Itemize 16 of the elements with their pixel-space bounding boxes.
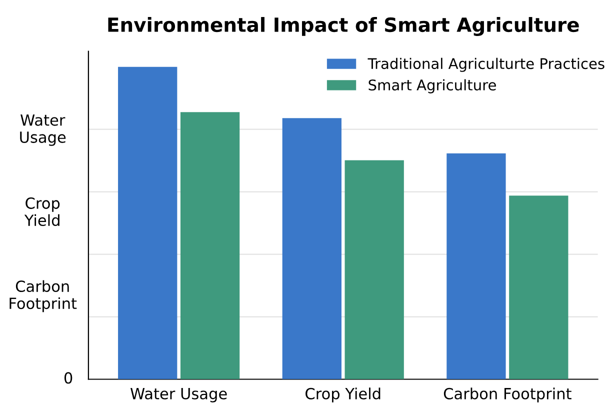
chart-title: Environmental Impact of Smart Agriculture bbox=[108, 17, 579, 36]
x-tick-label: Water Usage bbox=[130, 388, 227, 402]
text: 0 bbox=[64, 372, 72, 384]
x-tick-label: Carbon Footprint bbox=[444, 388, 572, 402]
bar bbox=[118, 66, 178, 380]
legend-label: Smart Agriculture bbox=[368, 79, 496, 94]
text: Water Usage bbox=[20, 114, 66, 146]
bar bbox=[282, 118, 342, 380]
text: Carbon Footprint bbox=[10, 280, 77, 312]
bar bbox=[509, 196, 568, 380]
bar bbox=[446, 153, 506, 380]
legend-label: Traditional Agriculturte Practices bbox=[368, 58, 604, 72]
text: Crop Yield bbox=[24, 197, 60, 226]
bar bbox=[180, 112, 240, 380]
bar bbox=[344, 160, 404, 380]
x-tick-label: Crop Yield bbox=[306, 388, 380, 402]
